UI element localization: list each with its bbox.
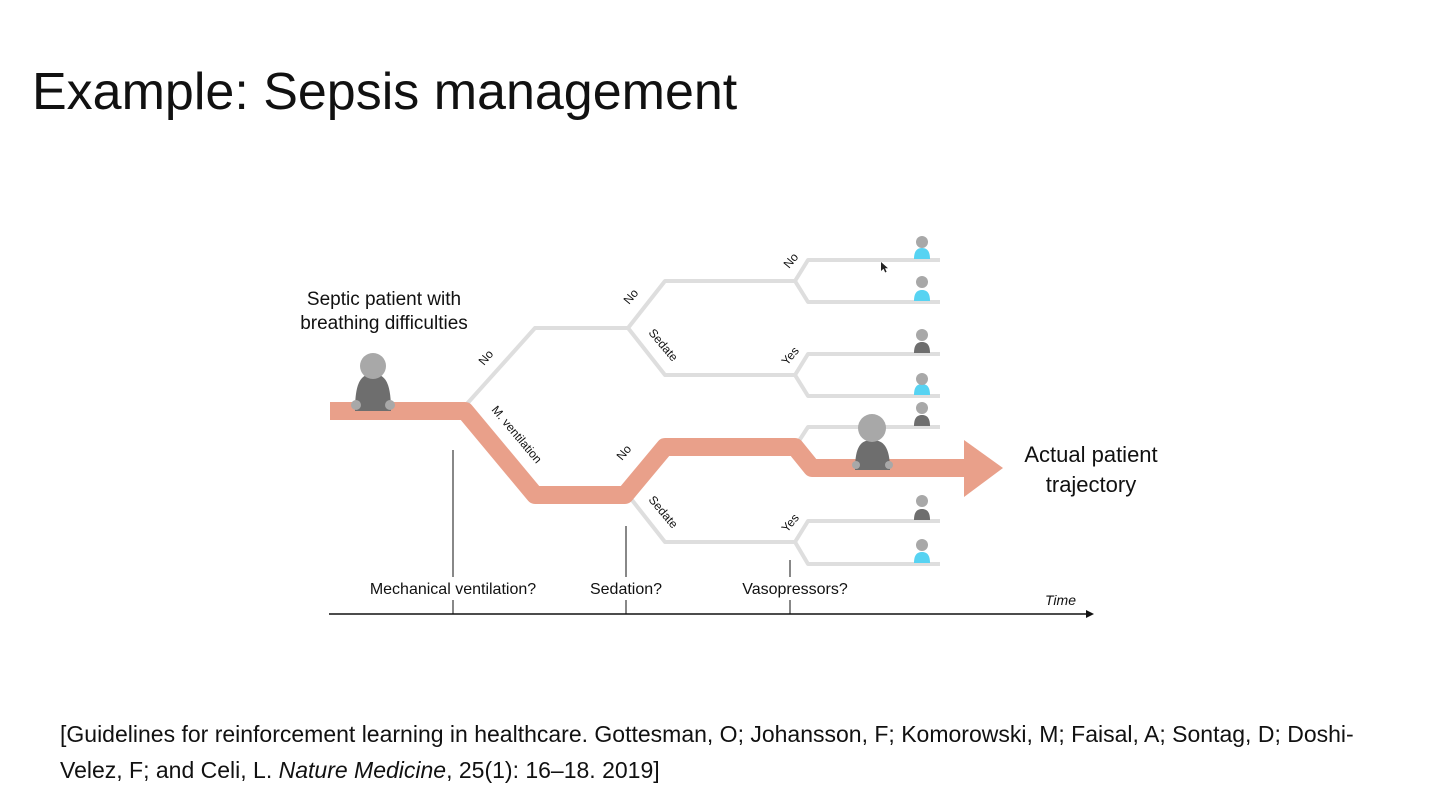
citation: [Guidelines for reinforcement learning i… xyxy=(60,716,1360,788)
time-axis-arrowhead xyxy=(1086,610,1094,618)
actual-label-line1: Actual patient xyxy=(1024,442,1157,467)
trajectory-arrowhead xyxy=(964,440,1003,497)
slide-title: Example: Sepsis management xyxy=(32,63,738,121)
label-no-top-vaso: No xyxy=(781,250,802,271)
outcome-survived-icon xyxy=(914,373,930,395)
start-label-line2: breathing difficulties xyxy=(300,313,468,334)
outcome-survived-icon xyxy=(914,539,930,563)
citation-details: , 25(1): 16–18. 2019] xyxy=(446,757,660,783)
time-axis-label: Time xyxy=(1045,592,1076,608)
branch-upper-no-sedation xyxy=(626,279,795,330)
citation-journal: Nature Medicine xyxy=(278,757,447,783)
branch-upper-sedate xyxy=(626,326,795,377)
actual-label-line2: trajectory xyxy=(1046,472,1136,497)
outcome-icons xyxy=(914,236,930,563)
branch-lower-no-vaso xyxy=(793,540,940,566)
branch-upper-yes-vaso xyxy=(793,352,940,377)
branch-no-ventilation xyxy=(463,326,628,408)
start-label-line1: Septic patient with xyxy=(307,289,461,310)
decision-label-ventilation: Mechanical ventilation? xyxy=(370,581,536,598)
branch-top-vaso xyxy=(793,279,940,304)
mouse-cursor-icon xyxy=(881,262,888,273)
current-patient-icon xyxy=(852,414,893,470)
label-no-ventilation: No xyxy=(476,347,497,368)
outcome-died-icon xyxy=(914,329,930,353)
decision-label-vasopressors: Vasopressors? xyxy=(742,581,848,598)
decision-markers xyxy=(452,450,791,614)
branch-top-no-vaso xyxy=(793,258,940,283)
label-no-lower-sedation: No xyxy=(614,442,635,463)
label-yes-upper-vaso: Yes xyxy=(779,344,802,368)
decision-label-sedation: Sedation? xyxy=(590,581,662,598)
branch-lower-sedate xyxy=(626,493,795,544)
outcome-died-icon xyxy=(914,495,930,520)
branch-upper-no-vaso xyxy=(793,373,940,398)
citation-text: [Guidelines for reinforcement learning i… xyxy=(60,721,1354,783)
outcome-survived-icon xyxy=(914,236,930,259)
label-no-upper-sedation: No xyxy=(621,286,642,307)
outcome-died-icon xyxy=(914,402,930,426)
start-patient-icon xyxy=(351,353,395,411)
branch-lower-yes-vaso xyxy=(793,519,940,544)
outcome-survived-icon xyxy=(914,276,930,301)
label-yes-lower-vaso: Yes xyxy=(779,511,802,535)
time-axis xyxy=(329,610,1094,618)
tree-branches xyxy=(463,258,940,566)
actual-trajectory xyxy=(330,402,975,504)
